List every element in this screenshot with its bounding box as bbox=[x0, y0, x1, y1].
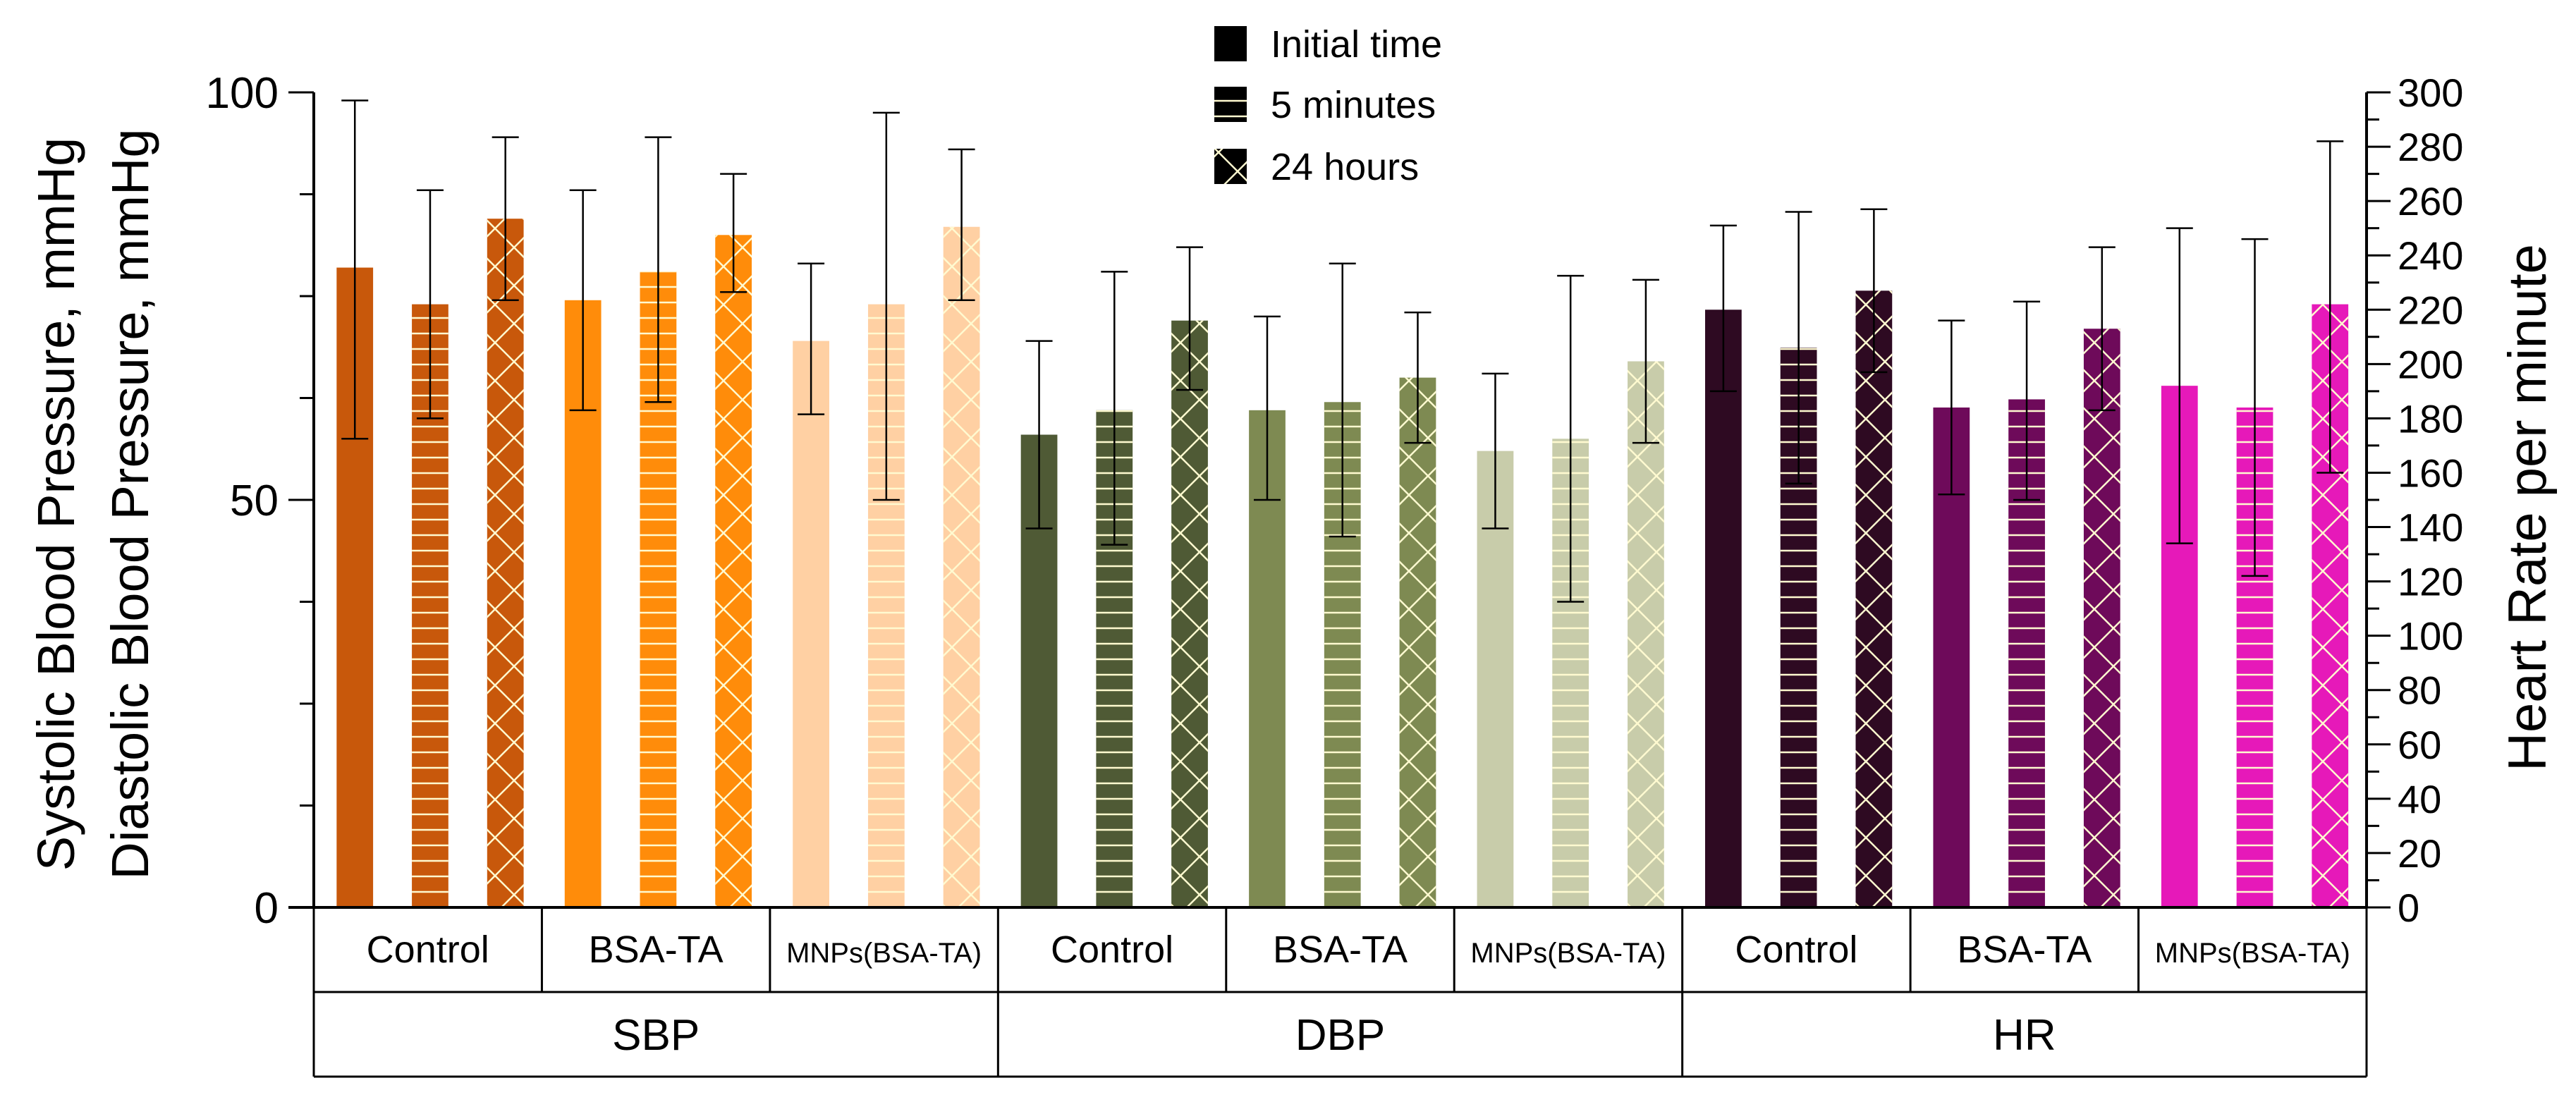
right-tick-label: 60 bbox=[2398, 723, 2441, 767]
legend-label-5-minutes: 5 minutes bbox=[1271, 84, 1436, 126]
error-bar-dbp-bsa-ta-24-hours bbox=[1404, 311, 1432, 444]
error-bar-hr-bsa-ta-5-minutes bbox=[2013, 300, 2041, 501]
left-tick-label: 50 bbox=[230, 477, 279, 525]
bar-pattern-sbp-bsa-ta-24-hours bbox=[715, 235, 752, 907]
legend-label-initial-time: Initial time bbox=[1271, 23, 1442, 66]
error-bar-sbp-mnps-bsa-ta-initial-time bbox=[798, 262, 825, 415]
error-bar-dbp-mnps-bsa-ta-24-hours bbox=[1632, 278, 1659, 444]
right-tick-label: 300 bbox=[2398, 71, 2463, 115]
error-bar-sbp-bsa-ta-24-hours bbox=[720, 173, 747, 293]
error-bar-dbp-control-24-hours bbox=[1176, 246, 1204, 391]
left-axis-label-line1: Systolic Blood Pressure, mmHg bbox=[27, 137, 85, 871]
right-tick-label: 180 bbox=[2398, 396, 2463, 441]
error-bar-dbp-mnps-bsa-ta-initial-time bbox=[1482, 372, 1509, 529]
group-label-hr: HR bbox=[1993, 1011, 2056, 1060]
subgroup-label-dbp-bsa-ta: BSA-TA bbox=[1273, 929, 1408, 971]
error-bar-dbp-control-initial-time bbox=[1025, 340, 1053, 529]
subgroup-label-sbp-control: Control bbox=[367, 929, 489, 971]
error-bar-hr-control-initial-time bbox=[1709, 224, 1737, 393]
bar-pattern-sbp-mnps-bsa-ta-24-hours bbox=[943, 226, 980, 907]
right-tick-label: 80 bbox=[2398, 668, 2441, 713]
right-tick-label: 40 bbox=[2398, 777, 2441, 821]
error-bar-dbp-bsa-ta-initial-time bbox=[1253, 315, 1281, 501]
bar-hr-control-initial-time bbox=[1705, 310, 1742, 907]
bar-sbp-mnps-bsa-ta-initial-time bbox=[793, 341, 829, 908]
legend-swatch-pattern-24-hours bbox=[1214, 149, 1247, 184]
error-bar-sbp-control-24-hours bbox=[492, 136, 519, 302]
left-tick-label: 100 bbox=[206, 69, 279, 118]
error-bar-dbp-bsa-ta-5-minutes bbox=[1329, 262, 1356, 538]
right-tick-label: 160 bbox=[2398, 451, 2463, 495]
error-bar-dbp-control-5-minutes bbox=[1101, 271, 1128, 546]
subgroup-label-hr-control: Control bbox=[1735, 929, 1857, 971]
bar-pattern-sbp-control-24-hours bbox=[487, 219, 524, 907]
subgroup-label-dbp-mnps-bsa-ta: MNPs(BSA-TA) bbox=[1470, 938, 1666, 969]
legend: Initial time 5 minutes 24 hours bbox=[1214, 23, 1442, 188]
left-axis-label-line2: Diastolic Blood Pressure, mmHg bbox=[101, 128, 159, 879]
error-bar-hr-mnps-bsa-ta-24-hours bbox=[2316, 140, 2344, 474]
right-tick-label: 100 bbox=[2398, 614, 2463, 659]
error-bar-sbp-bsa-ta-initial-time bbox=[569, 189, 597, 412]
category-axis-boxes: Control BSA-TA MNPs(BSA-TA) SBP Control BSA-T… bbox=[312, 907, 2368, 1078]
error-bar-sbp-control-5-minutes bbox=[416, 189, 444, 420]
error-bar-sbp-mnps-bsa-ta-5-minutes bbox=[872, 111, 900, 501]
error-bar-hr-bsa-ta-initial-time bbox=[1938, 319, 1965, 496]
legend-swatch-pattern-5-minutes bbox=[1214, 87, 1247, 122]
right-tick-label: 260 bbox=[2398, 179, 2463, 224]
subgroup-label-sbp-bsa-ta: BSA-TA bbox=[589, 929, 724, 971]
bar-pattern-hr-bsa-ta-24-hours bbox=[2083, 329, 2120, 907]
right-tick-label: 140 bbox=[2398, 506, 2463, 550]
right-tick-label: 200 bbox=[2398, 342, 2463, 386]
right-tick-label: 240 bbox=[2398, 233, 2463, 278]
error-bar-hr-bsa-ta-24-hours bbox=[2088, 246, 2116, 412]
error-bar-hr-mnps-bsa-ta-initial-time bbox=[2166, 227, 2193, 544]
bar-pattern-dbp-bsa-ta-24-hours bbox=[1399, 377, 1436, 907]
group-label-sbp: SBP bbox=[612, 1011, 700, 1060]
plot-area bbox=[336, 99, 2349, 908]
right-tick-label: 0 bbox=[2398, 886, 2419, 930]
left-tick-label: 0 bbox=[255, 884, 279, 933]
bar-pattern-dbp-mnps-bsa-ta-24-hours bbox=[1628, 361, 1664, 907]
subgroup-label-hr-bsa-ta: BSA-TA bbox=[1957, 929, 2092, 971]
subgroup-label-dbp-control: Control bbox=[1051, 929, 1173, 971]
error-bar-sbp-mnps-bsa-ta-24-hours bbox=[948, 148, 975, 302]
legend-label-24-hours: 24 hours bbox=[1271, 146, 1419, 188]
bar-pattern-dbp-control-24-hours bbox=[1171, 320, 1208, 907]
right-axis-label: Heart Rate per minute bbox=[2498, 244, 2558, 771]
subgroup-label-hr-mnps-bsa-ta: MNPs(BSA-TA) bbox=[2155, 938, 2350, 969]
error-bar-sbp-bsa-ta-5-minutes bbox=[645, 136, 672, 403]
right-tick-label: 220 bbox=[2398, 288, 2463, 332]
group-label-dbp: DBP bbox=[1295, 1011, 1385, 1060]
right-tick-label: 280 bbox=[2398, 125, 2463, 169]
error-bar-dbp-mnps-bsa-ta-5-minutes bbox=[1557, 274, 1585, 603]
error-bar-sbp-control-initial-time bbox=[341, 99, 369, 440]
error-bar-hr-control-5-minutes bbox=[1785, 211, 1812, 485]
legend-swatch-initial-time bbox=[1214, 26, 1247, 61]
bar-pattern-hr-control-24-hours bbox=[1855, 290, 1893, 907]
axes: 0 50 100 0 20 40 60 80 100 120 140 160 180 200 220 240 2… bbox=[206, 69, 2464, 933]
subgroup-label-sbp-mnps-bsa-ta: MNPs(BSA-TA) bbox=[786, 938, 982, 969]
error-bar-hr-control-24-hours bbox=[1860, 208, 1888, 374]
error-bar-hr-mnps-bsa-ta-5-minutes bbox=[2241, 238, 2269, 577]
right-tick-label: 120 bbox=[2398, 560, 2463, 604]
right-tick-label: 20 bbox=[2398, 831, 2441, 876]
